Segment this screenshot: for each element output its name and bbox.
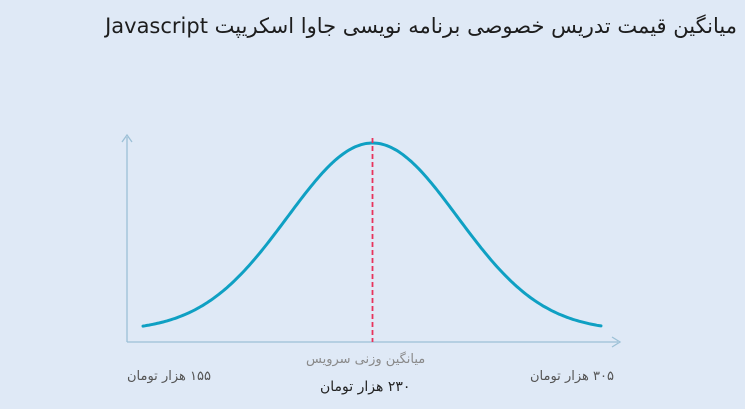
max-price-label: ۳۰۵ هزار تومان (530, 369, 614, 384)
min-price-label: ۱۵۵ هزار تومان (127, 369, 211, 384)
x-axis-arrow (611, 336, 622, 348)
average-value-label: ۲۳۰ هزار تومان (320, 379, 411, 395)
y-axis-arrow (121, 133, 133, 143)
chart-title: میانگین قیمت تدریس خصوصی برنامه نویسی جا… (105, 14, 737, 38)
average-caption: میانگین وزنی سرویس (306, 352, 426, 367)
